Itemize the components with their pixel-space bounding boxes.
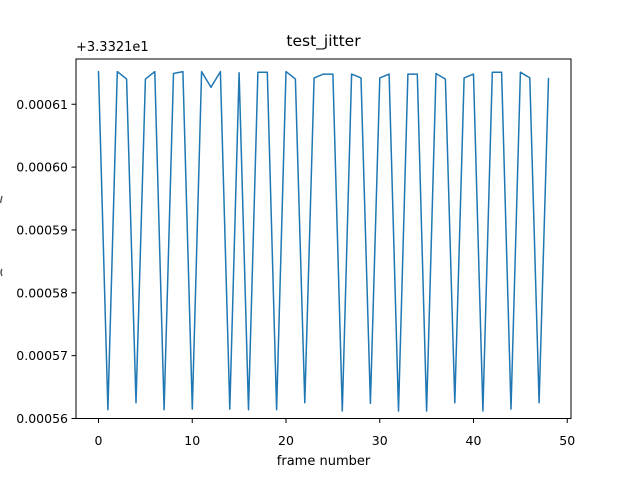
- data-line: [97, 70, 550, 412]
- y-tick-label: 0.00059: [16, 222, 68, 237]
- y-axis-offset-text: +3.3321e1: [76, 40, 149, 55]
- x-tick-label: 10: [184, 433, 200, 448]
- y-tick-label: 0.00060: [16, 160, 68, 175]
- x-tick-label: 20: [278, 433, 294, 448]
- x-tick-label: 40: [466, 433, 482, 448]
- x-tick-label: 50: [559, 433, 575, 448]
- y-tick-label: 0.00058: [16, 285, 68, 300]
- x-tick-label: 0: [95, 433, 103, 448]
- y-tick-label: 0.00061: [16, 97, 68, 112]
- y-axis-label-clipped-glyph: [0, 195, 3, 277]
- x-tick-label: 30: [372, 433, 388, 448]
- x-axis-label: frame number: [277, 454, 371, 469]
- y-tick-label: 0.00056: [16, 411, 68, 426]
- y-tick-label: 0.00057: [16, 348, 68, 363]
- chart-title: test_jitter: [286, 32, 361, 51]
- x-axis-ticks: 0 10 20 30 40 50: [95, 418, 575, 448]
- y-axis-ticks: 0.00056 0.00057 0.00058 0.00059 0.00060 0.000…: [16, 97, 76, 426]
- axes-spines: [75, 58, 572, 419]
